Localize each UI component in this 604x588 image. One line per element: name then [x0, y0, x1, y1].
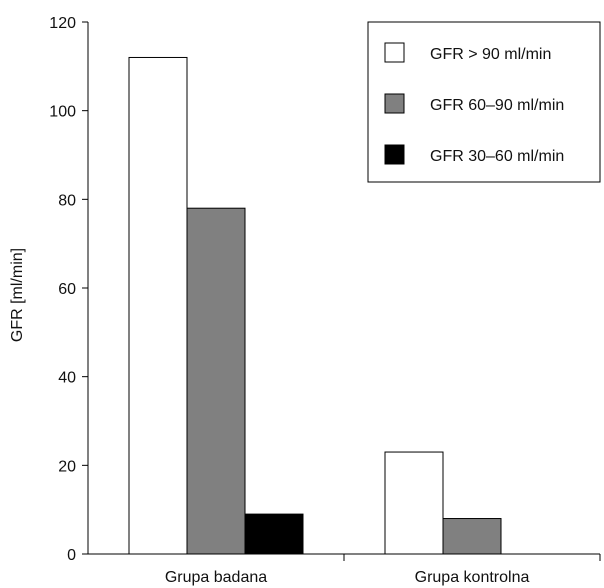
- x-tick-label: Grupa badana: [165, 569, 267, 586]
- y-tick-label: 100: [49, 104, 76, 121]
- y-tick-label: 40: [58, 370, 76, 387]
- y-tick-label: 120: [49, 15, 76, 32]
- y-tick-label: 0: [67, 547, 76, 564]
- legend-label: GFR 30–60 ml/min: [430, 148, 564, 165]
- bars: [128, 56, 502, 555]
- bar: [384, 451, 444, 555]
- y-tick-label: 80: [58, 192, 76, 209]
- legend-swatch: [384, 93, 405, 114]
- bar: [442, 518, 502, 555]
- y-tick-label: 20: [58, 458, 76, 475]
- bar: [186, 207, 246, 555]
- y-axis-label: GFR [ml/min]: [9, 248, 26, 342]
- legend-label: GFR 60–90 ml/min: [430, 97, 564, 114]
- x-tick-label: Grupa kontrolna: [415, 569, 530, 586]
- y-tick-label: 60: [58, 281, 76, 298]
- y-axis: 0 20 40 60 80 100 120: [49, 15, 89, 564]
- legend-label: GFR > 90 ml/min: [430, 46, 551, 63]
- legend: GFR > 90 ml/min GFR 60–90 ml/min GFR 30–60…: [367, 21, 601, 183]
- legend-box: [367, 21, 601, 183]
- bar: [128, 56, 188, 555]
- legend-swatch: [384, 144, 405, 165]
- x-axis: Grupa badana Grupa kontrolna: [88, 553, 601, 586]
- legend-swatch: [384, 42, 405, 63]
- bar: [244, 513, 304, 555]
